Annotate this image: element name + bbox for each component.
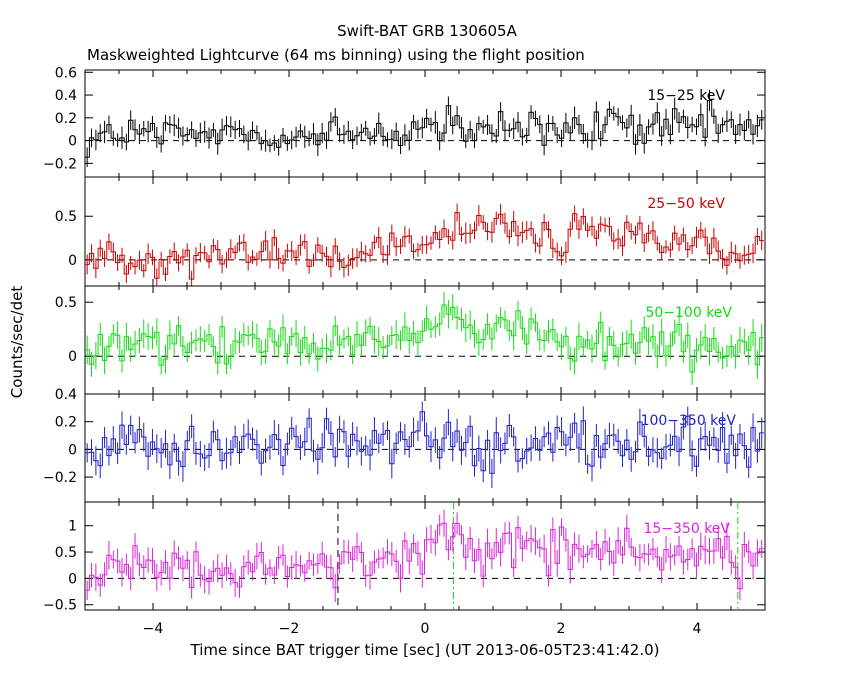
energy-band-label: 15−25 keV [647, 88, 725, 104]
energy-band-label: 50−100 keV [645, 305, 732, 321]
energy-band-label: 25−50 keV [647, 196, 725, 212]
y-tick-label: −0.5 [43, 598, 77, 614]
y-tick-label: 1 [68, 519, 77, 535]
energy-band-label: 100−350 keV [641, 413, 737, 429]
panel-3: −0.2 0 0.2 0.4 100−350 keV [43, 387, 766, 503]
panel-1: 0 0.5 25−50 keV [55, 176, 766, 287]
series-2 [85, 292, 764, 386]
series-4 [85, 509, 764, 603]
y-tick-label: 0.5 [55, 295, 77, 311]
energy-band-label: 15−350 keV [643, 521, 730, 537]
panel-2: 0 0.5 50−100 keV [55, 285, 766, 395]
chart-title: Swift-BAT GRB 130605A [337, 22, 517, 40]
x-tick-label: 2 [557, 621, 566, 637]
y-tick-label: 0.4 [55, 88, 77, 104]
y-tick-label: 0 [68, 349, 77, 365]
lightcurve-step [85, 522, 764, 591]
series-0 [85, 89, 764, 167]
lightcurve-step [85, 100, 764, 158]
x-axis-label: Time since BAT trigger time [sec] (UT 20… [190, 641, 660, 659]
y-tick-label: 0 [68, 134, 77, 150]
x-tick-label: 0 [421, 621, 430, 637]
y-axis-label: Counts/sec/det [8, 286, 26, 399]
x-tick-label: 4 [693, 621, 702, 637]
y-tick-label: 0.5 [55, 209, 77, 225]
y-tick-label: 0.2 [55, 415, 77, 431]
lightcurve-step [85, 212, 764, 280]
y-tick-label: 0.4 [55, 387, 77, 403]
panel-frame [84, 176, 766, 287]
x-tick-labels: −4 −2 0 2 4 [143, 621, 702, 637]
chart-subtitle: Maskweighted Lightcurve (64 ms binning) … [87, 46, 585, 64]
y-tick-label: 0 [68, 442, 77, 458]
y-tick-label: 0.5 [55, 545, 77, 561]
series-1 [85, 203, 764, 286]
series-3 [85, 401, 764, 489]
y-tick-label: −0.2 [43, 156, 77, 172]
x-tick-label: −4 [143, 621, 164, 637]
y-tick-label: 0 [68, 571, 77, 587]
y-tick-label: 0.2 [55, 111, 77, 127]
panels-group: −0.2 0 0.2 0.4 0.6 15−25 keV 0 0.5 25−50 keV 0 0.5… [43, 65, 766, 614]
y-tick-label: −0.2 [43, 470, 77, 486]
y-tick-label: 0 [68, 253, 77, 269]
lightcurve-step [85, 304, 764, 373]
panel-frame [84, 285, 766, 395]
panel-0: −0.2 0 0.2 0.4 0.6 15−25 keV [43, 65, 766, 178]
y-tick-label: 0.6 [55, 65, 77, 81]
x-tick-label: −2 [279, 621, 300, 637]
panel-4: −0.5 0 0.5 1 15−350 keV [43, 501, 766, 614]
lightcurve-step [85, 411, 764, 474]
